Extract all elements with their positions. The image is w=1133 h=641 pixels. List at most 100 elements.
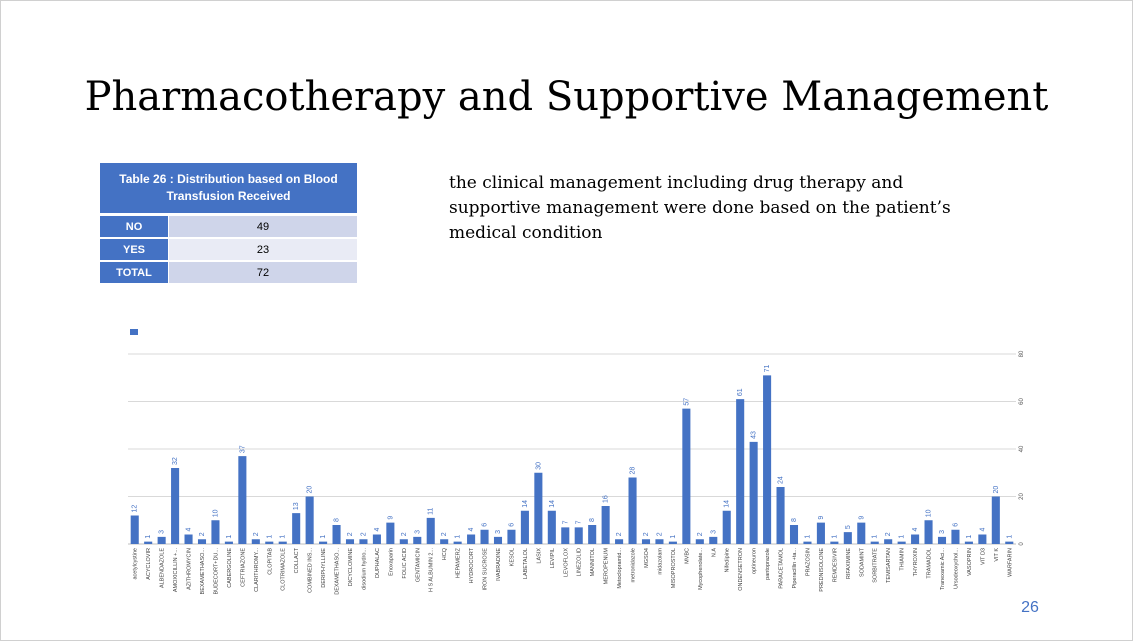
x-tick-label: MANNITOL [590,548,596,576]
bar [776,487,785,544]
bar [224,541,233,544]
bar [668,541,677,544]
data-label: 2 [347,532,354,536]
x-tick-label: LASIX [536,548,542,564]
x-tick-label: midazolam [657,548,663,575]
x-tick-label: FOLIC ACID [402,548,408,579]
x-tick-label: AZITHROMYCIN [187,548,193,590]
x-tick-label: BUDECORT+DU... [213,548,219,595]
bar [171,468,180,544]
bar [251,539,260,544]
x-tick-label: N.A [711,548,717,558]
data-label: 2 [885,532,892,536]
data-label: 7 [576,520,583,524]
y-tick-label: 40 [1019,445,1025,452]
x-tick-label: MEROPENUM [604,548,610,585]
x-tick-label: Mycophenolate... [698,548,704,590]
data-label: 14 [549,500,556,508]
page-number: 26 [1021,599,1039,616]
data-label: 28 [630,467,637,475]
data-label: 1 [872,535,879,539]
data-label: 1 [145,535,152,539]
y-tick-label: 0 [1019,542,1025,546]
x-tick-label: CEFTRIAZONE [240,548,246,587]
data-label: 1 [966,535,973,539]
bar [211,520,220,544]
bar [453,541,462,544]
bar [426,517,435,544]
x-tick-label: RIFAXIMINE [846,548,852,580]
data-label: 71 [764,364,771,372]
x-tick-label: DICYCLOMINE [348,548,354,587]
x-tick-label: TEMISARTAN [886,548,892,583]
data-label: 7 [562,520,569,524]
x-tick-label: Piperacillin +ta... [792,548,798,589]
x-tick-label: LEVOFLOX [563,548,569,577]
x-tick-label: GENTAMICIN [415,548,421,582]
bar [978,534,987,544]
bar [493,536,503,544]
bar [951,529,960,544]
x-tick-label: WARFARIN [1007,548,1013,577]
x-tick-label: BEXAMETHASO... [200,548,206,595]
bar [157,536,166,544]
data-label: 2 [643,532,650,536]
bar [372,534,381,544]
data-label: 2 [616,532,623,536]
bar [937,536,947,544]
x-tick-label: PRAZOSIN [805,548,811,576]
row-label: TOTAL [100,262,169,285]
data-label: 3 [414,530,421,534]
data-label: 1 [455,535,462,539]
data-label: 6 [482,523,489,527]
bar [601,506,610,544]
data-label: 10 [212,509,219,517]
data-label: 9 [818,516,825,520]
bar [816,522,825,544]
bar [897,541,906,544]
bar [305,496,314,544]
x-tick-label: CABERGOLINE [227,548,233,588]
blood-transfusion-table: Table 26 : Distribution based on Blood T… [100,163,357,285]
bar [332,525,341,544]
data-label: 2 [253,532,260,536]
x-tick-label: acetylcystine [133,548,139,580]
bar [722,510,731,544]
bar [655,539,664,544]
row-label: NO [100,216,169,239]
data-label: 1 [899,535,906,539]
x-tick-label: metronidazole [631,548,637,583]
data-label: 5 [845,525,852,529]
y-tick-label: 20 [1019,493,1025,500]
data-label: 6 [952,523,959,527]
x-tick-label: AMOXICILLIN +... [173,548,179,593]
x-tick-label: Tranexamic Aci... [940,548,946,590]
bar [413,536,422,544]
bar [265,541,274,544]
x-tick-label: CLOPITAB [267,548,273,575]
legend-swatch [130,329,138,335]
x-tick-label: THIAMIN [900,548,906,571]
row-value: 23 [169,239,357,262]
data-label: 3 [159,530,166,534]
x-tick-label: DUPHALAC [375,548,381,578]
x-tick-label: VIT D3 [980,548,986,565]
x-tick-label: LEVIPIL [550,548,556,568]
x-tick-label: REMDESIVIR [832,548,838,582]
x-tick-label: IRON SUCROSE [483,548,489,591]
bar [843,532,852,544]
bar [399,539,408,544]
x-tick-label: DERIPHYLLINE [321,548,327,588]
bar [574,527,583,544]
data-label: 4 [912,528,919,532]
x-tick-label: Metoclopramid... [617,548,623,589]
data-label: 30 [535,462,542,470]
data-label: 43 [751,431,758,439]
bar [736,399,745,544]
bar [709,536,718,544]
x-tick-label: KESOL [509,548,515,566]
x-tick-label: IVABRADINE [496,548,502,581]
data-label: 4 [374,528,381,532]
x-tick-label: Enoxaparin [388,548,394,576]
bar [184,534,193,544]
